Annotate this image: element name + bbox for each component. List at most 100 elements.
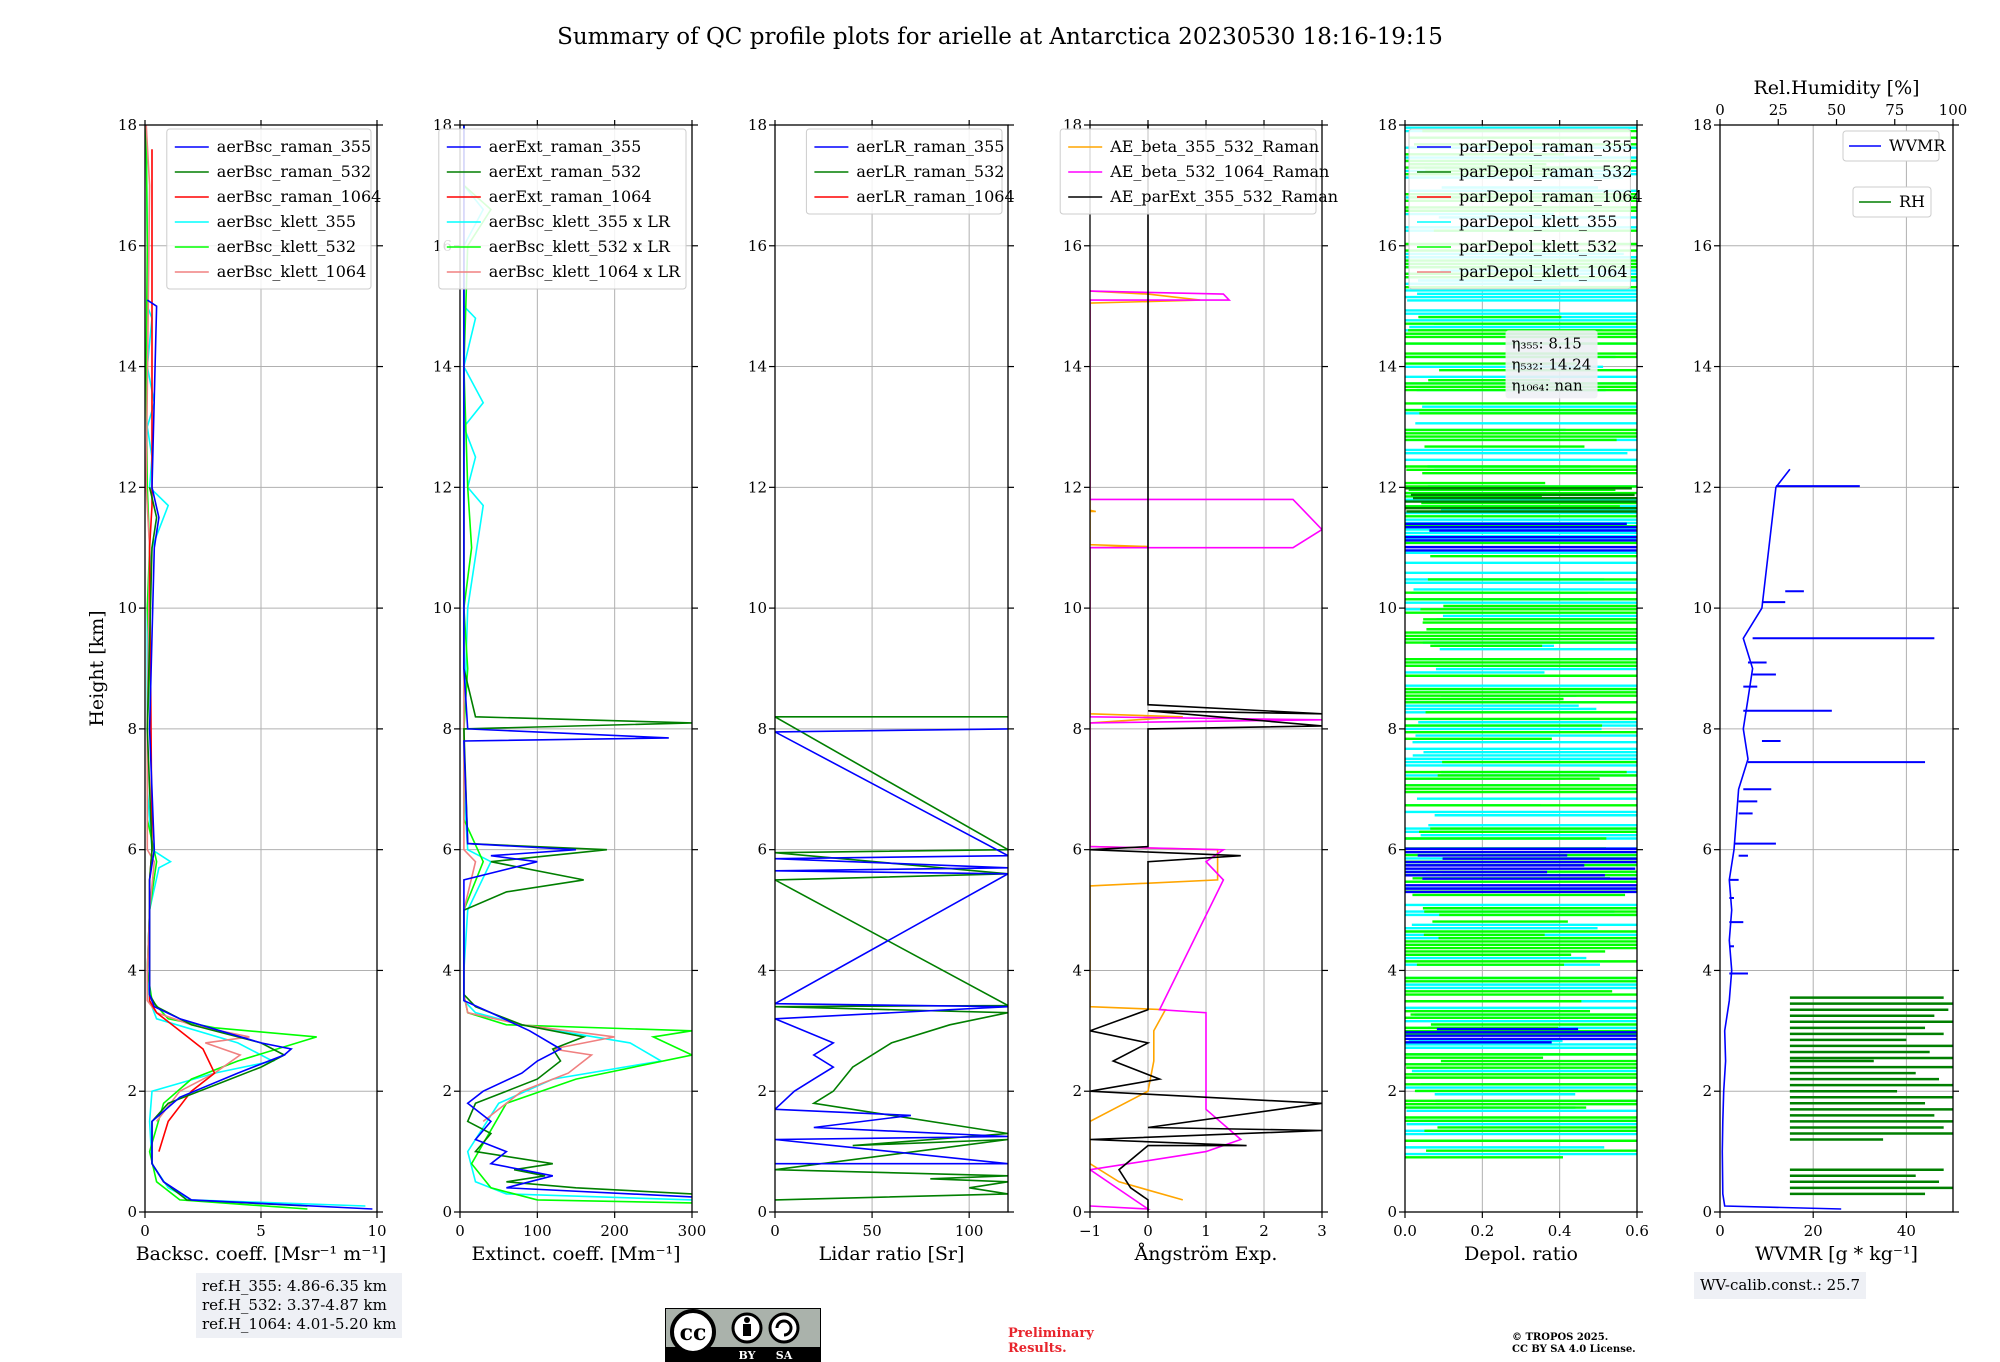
x-tick-label: 40 xyxy=(1897,1222,1916,1240)
y-tick-label: 4 xyxy=(1702,961,1712,979)
x-axis-label: WVMR [g * kg⁻¹] xyxy=(1755,1243,1918,1265)
x-tick-label: 1 xyxy=(1201,1222,1211,1240)
series-aerExt_raman_355 xyxy=(463,125,692,1198)
ref-height-532: ref.H_532: 3.37-4.87 km xyxy=(202,1296,387,1314)
x-tick-label: 0.4 xyxy=(1548,1222,1572,1240)
plot-area-backscatter xyxy=(145,125,373,1210)
y-tick-label: 0 xyxy=(1387,1203,1397,1221)
legend-label: parDepol_klett_532 xyxy=(1459,237,1617,256)
y-tick-label: 10 xyxy=(118,599,137,617)
x-axis-label: Ångström Exp. xyxy=(1134,1243,1278,1265)
x-axis-label: Lidar ratio [Sr] xyxy=(819,1243,965,1265)
series-aerBsc_klett_355 xyxy=(145,125,366,1207)
y-tick-label: 4 xyxy=(1387,961,1397,979)
y-tick-label: 10 xyxy=(1063,599,1082,617)
legend-box xyxy=(1842,130,1940,162)
legend-label: AE_beta_355_532_Raman xyxy=(1109,137,1319,156)
x-tick-label: 200 xyxy=(600,1222,629,1240)
x-tick-label: 0 xyxy=(455,1222,465,1240)
y-tick-label: 8 xyxy=(1702,720,1712,738)
y-tick-label: 0 xyxy=(1702,1203,1712,1221)
legend-RH: RH xyxy=(1852,186,1932,218)
legend-label: aerLR_raman_532 xyxy=(856,162,1004,181)
series-WVMR xyxy=(1721,468,1842,1210)
legend-label: aerBsc_raman_1064 xyxy=(217,187,382,206)
x-tick-label: 2 xyxy=(1259,1222,1269,1240)
series-aerBsc_klett_1064 xyxy=(145,125,250,1122)
y-tick-label: 6 xyxy=(1072,841,1082,859)
y-tick-label: 10 xyxy=(748,599,767,617)
panel-depolarization: 0.0 0.2 0.4 0.6 0 2 4 6 8 10 12 14 16 18 Depol. ratio p… xyxy=(1378,116,1649,1265)
y-tick-label: 12 xyxy=(1063,478,1082,496)
x-tick-label: 0 xyxy=(1715,1222,1725,1240)
x-tick-label: 3 xyxy=(1317,1222,1327,1240)
y-tick-label: 4 xyxy=(757,961,767,979)
y-tick-label: 16 xyxy=(1063,237,1082,255)
y-tick-label: 14 xyxy=(433,358,452,376)
ref-height-1064: ref.H_1064: 4.01-5.20 km xyxy=(202,1315,397,1333)
x-tick-label: 300 xyxy=(678,1222,707,1240)
x-tick-label: 0 xyxy=(770,1222,780,1240)
x-tick-label: 0 xyxy=(140,1222,150,1240)
legend-label: aerLR_raman_355 xyxy=(856,137,1004,156)
cc-symbol: cc xyxy=(680,1320,707,1346)
y-tick-label: 2 xyxy=(127,1082,137,1100)
axes-frame xyxy=(459,124,693,1213)
series-aerBsc_raman_532 xyxy=(146,487,308,1207)
y-tick-label: 16 xyxy=(748,237,767,255)
legend-label: parDepol_klett_355 xyxy=(1459,212,1617,231)
ref-heights-box: ref.H_355: 4.86-6.35 km ref.H_532: 3.37-… xyxy=(196,1273,403,1338)
legend-box xyxy=(438,128,687,290)
preliminary-line-2: Results. xyxy=(1008,1341,1067,1356)
y-tick-label: 2 xyxy=(1702,1082,1712,1100)
x-tick-label: 100 xyxy=(955,1222,984,1240)
y-tick-label: 4 xyxy=(127,961,137,979)
legend-box xyxy=(1408,128,1631,290)
legend-label: aerBsc_raman_532 xyxy=(217,162,371,181)
y-tick-label: 10 xyxy=(1378,599,1397,617)
legend-depolarization: parDepol_raman_355 parDepol_raman_532 parD… xyxy=(1408,128,1643,290)
y-tick-label: 18 xyxy=(748,116,767,134)
y-tick-label: 6 xyxy=(127,841,137,859)
y-tick-label: 6 xyxy=(757,841,767,859)
top-x-tick-label: 50 xyxy=(1827,101,1846,119)
legend-label: AE_parExt_355_532_Raman xyxy=(1109,187,1338,206)
y-tick-label: 14 xyxy=(748,358,767,376)
y-tick-label: 12 xyxy=(1693,478,1712,496)
legend-label: aerBsc_klett_532 x LR xyxy=(489,237,671,256)
x-tick-label: 0.6 xyxy=(1625,1222,1649,1240)
top-x-tick-label: 25 xyxy=(1769,101,1788,119)
legend-label: aerBsc_klett_355 xyxy=(217,212,356,231)
eta-label: η₃₅₅: 8.15 xyxy=(1512,334,1582,352)
legend-label: aerBsc_klett_532 xyxy=(217,237,356,256)
y-axis-label: Height [km] xyxy=(86,610,108,726)
legend-label: aerBsc_raman_355 xyxy=(217,137,371,156)
copyright-line-2: CC BY SA 4.0 License. xyxy=(1512,1344,1636,1355)
series-AE_beta_532_1064_Raman xyxy=(1090,290,1322,1210)
y-tick-label: 18 xyxy=(118,116,137,134)
x-tick-label: 10 xyxy=(367,1222,386,1240)
y-tick-label: 2 xyxy=(757,1082,767,1100)
cc-sa-label: SA xyxy=(776,1349,793,1362)
y-tick-label: 0 xyxy=(442,1203,452,1221)
y-tick-label: 18 xyxy=(1378,116,1397,134)
eta-box: η₃₅₅: 8.15 η₅₃₂: 14.24 η₁₀₆₄: nan xyxy=(1505,330,1598,399)
y-tick-label: 4 xyxy=(442,961,452,979)
figure-title: Summary of QC profile plots for arielle … xyxy=(557,24,1443,50)
y-tick-label: 8 xyxy=(127,720,137,738)
legend-box xyxy=(1059,128,1317,215)
legend-label: parDepol_raman_1064 xyxy=(1459,187,1643,206)
y-tick-label: 8 xyxy=(1072,720,1082,738)
x-tick-label: 0 xyxy=(1143,1222,1153,1240)
legend-label: aerBsc_klett_1064 x LR xyxy=(489,262,681,281)
series-aerLR_raman_532 xyxy=(775,716,1008,1201)
y-tick-label: 10 xyxy=(433,599,452,617)
plot-area-extinction xyxy=(462,125,692,1204)
y-tick-label: 6 xyxy=(1387,841,1397,859)
y-tick-label: 8 xyxy=(442,720,452,738)
panel-extinction: 0100200300024681012141618Extinct. coeff.… xyxy=(433,116,706,1265)
wv-calib-box: WV-calib.const.: 25.7 xyxy=(1694,1272,1867,1299)
x-axis-label: Backsc. coeff. [Msr⁻¹ m⁻¹] xyxy=(136,1243,387,1265)
